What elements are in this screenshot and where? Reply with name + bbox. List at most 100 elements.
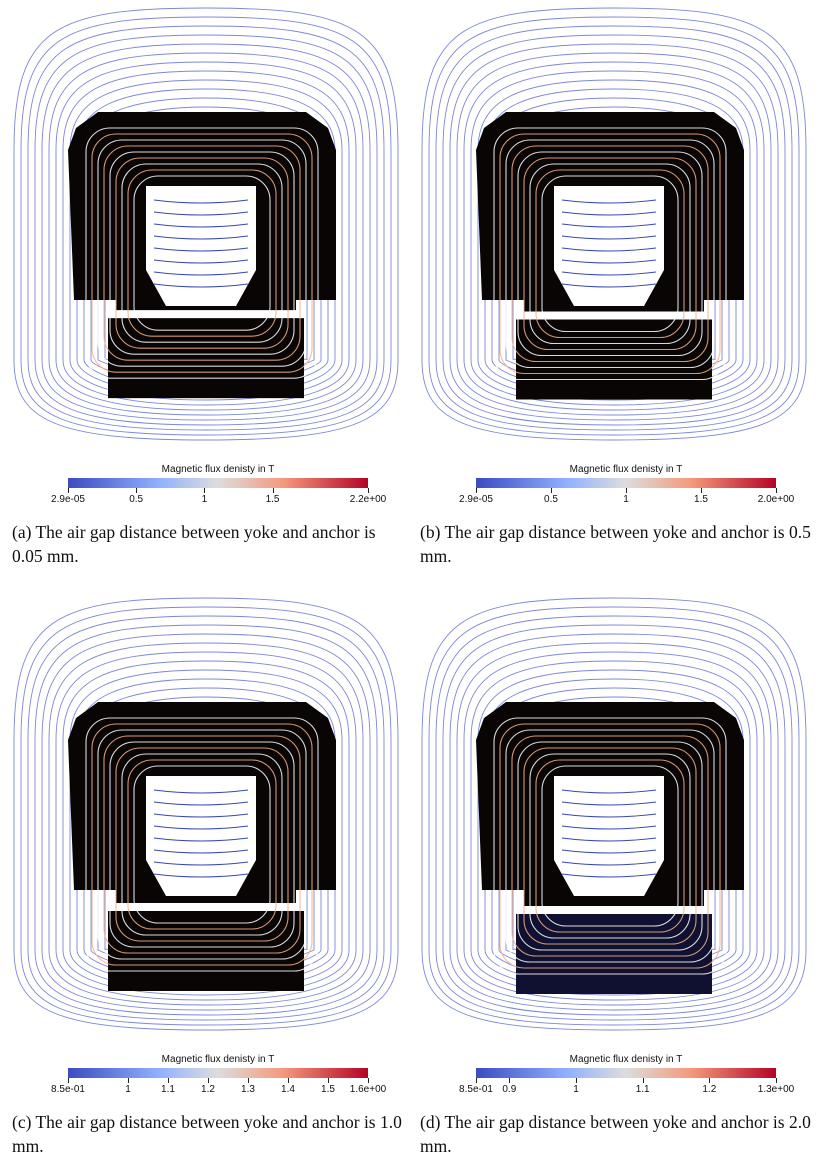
core-flux-line [85,127,319,379]
window-field-line [153,259,249,264]
field-line [442,624,786,1016]
tick-label: 1.6e+00 [349,1084,387,1095]
window-field-line [561,861,657,866]
figure-panel-c: Magnetic flux denisty in T 8.5e-01 1 1.1 1.… [6,590,406,1175]
core-flux-line [121,753,283,936]
tick-label: 8.5e-01 [459,1084,493,1095]
core-flux-line [523,157,697,351]
tick-label: 1 [125,1084,131,1095]
colorbar-gradient [476,1068,776,1078]
tick-label: 2.9e-05 [459,494,493,505]
window-field-line [561,247,657,252]
core-flux-line [493,717,727,975]
window-field-line [153,837,249,842]
core-flux-line [91,133,313,373]
window-field-line [561,837,657,842]
tick-mark [204,488,206,493]
coil-window [554,776,664,896]
field-line [20,16,392,436]
tick-mark [550,488,552,493]
field-line [449,43,779,421]
field-line [421,7,807,441]
tick-label: 1.2 [201,1084,215,1095]
tick-mark [509,1078,511,1083]
tick-mark [68,488,69,493]
core-flux-line [529,753,691,939]
caption-a: (a) The air gap distance between yoke an… [12,522,376,566]
colorbar-d: Magnetic flux denisty in T 8.5e-01 0.9 1 1.… [459,1054,794,1114]
colorbar-c: Magnetic flux denisty in T 8.5e-01 1 1.1 1.… [51,1054,386,1114]
window-field-line [153,789,249,794]
tick-mark [288,1078,289,1083]
coil-window [146,776,256,896]
core-flux-line [541,175,679,333]
field-line [470,660,758,996]
field-line [27,615,385,1021]
field-line [477,79,751,401]
core-flux-line [85,717,319,972]
colorbar-a: Magnetic flux denisty in T 2.9e-05 0.5 1 1.… [51,464,386,524]
colorbar-b: Magnetic flux denisty in T 2.9e-05 0.5 1 1.… [459,464,794,524]
window-field-line [153,211,249,216]
flux-density-plot-b [421,7,807,441]
window-field-line [153,861,249,866]
field-line [463,651,765,1001]
core-flux-line [115,747,289,942]
window-field-line [153,235,249,240]
coil-window [146,186,256,306]
window-field-line [153,199,249,204]
window-field-line [153,247,249,252]
core-flux-line [535,759,685,933]
core-flux-line [133,175,271,331]
window-field-line [561,211,657,216]
tick-mark [700,488,702,493]
window-field-line [153,801,249,806]
tick-mark [576,1078,577,1083]
core-flux-line [115,157,289,349]
anchor-core [516,914,712,994]
window-field-lines [153,199,249,288]
tick-mark [709,1078,711,1083]
core-flux-line [109,151,295,355]
field-line [48,642,364,1006]
tick-label: 1.5 [694,494,708,505]
window-field-line [561,259,657,264]
core-flux-lines [493,717,727,975]
tick-label: 2.9e-05 [51,494,85,505]
window-field-lines [153,789,249,878]
core-flux-lines [85,127,319,379]
flux-density-plot-d [421,597,807,1031]
tick-mark [272,488,274,493]
core-flux-lines [85,717,319,972]
window-field-line [153,283,249,288]
core-flux-line [127,169,277,337]
field-line [463,61,765,411]
field-line [34,34,378,426]
core-flux-line [91,723,313,966]
tick-label: 1.4 [281,1084,295,1095]
core-flux-line [535,169,685,339]
colorbar-gradient [68,1068,368,1078]
window-field-lines [561,199,657,288]
field-line [27,25,385,431]
tick-mark [776,1078,777,1083]
tick-label: 0.5 [544,494,558,505]
tick-mark [208,1078,209,1083]
field-line [421,597,807,1031]
tick-label: 1.3 [241,1084,255,1095]
field-line [55,61,357,411]
window-field-line [561,789,657,794]
window-field-lines [561,789,657,878]
colorbar-gradient [68,478,368,488]
field-line [428,16,800,436]
core-flux-line [529,163,691,345]
tick-label: 1.5 [321,1084,335,1095]
caption-d: (d) The air gap distance between yoke an… [420,1112,811,1156]
tick-mark [136,488,138,493]
window-field-line [561,801,657,806]
field-line [470,70,758,406]
core-flux-line [103,145,301,361]
tick-mark [128,1078,129,1083]
colorbar-title: Magnetic flux denisty in T [569,464,683,475]
field-line [48,52,364,416]
